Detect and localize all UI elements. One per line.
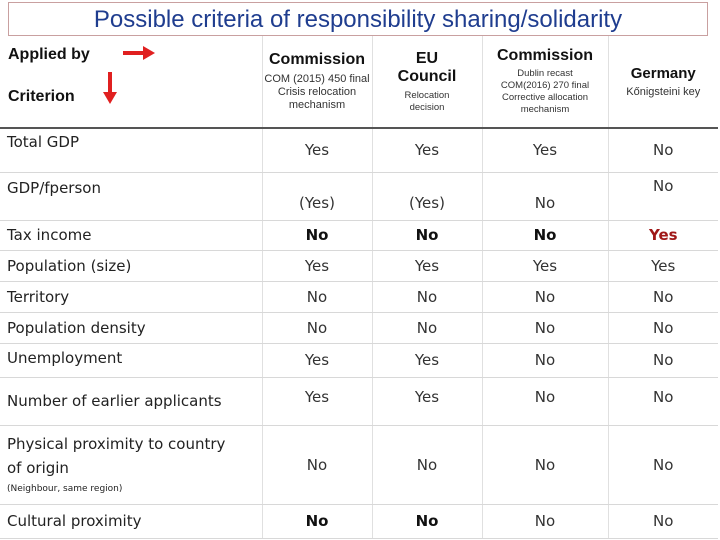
- cell-value: No: [481, 220, 608, 251]
- row-criterion-line: of origin: [7, 458, 69, 477]
- cell-value: Yes: [371, 343, 482, 378]
- cell-value: Yes: [261, 377, 372, 426]
- table-row: Number of earlier applicants Yes Yes No …: [0, 377, 718, 426]
- cell-value: Yes: [261, 343, 372, 378]
- arrow-right-icon: [122, 45, 155, 60]
- header-col-commission-2016: Commission Dublin recast COM(2016) 270 f…: [481, 36, 608, 129]
- cell-value: No: [371, 220, 482, 251]
- row-criterion: Population density: [0, 312, 262, 344]
- table-row: Total GDP Yes Yes Yes No: [0, 128, 718, 173]
- header-col-eu-council: EU Council Relocation decision: [371, 36, 482, 129]
- cell-value: No: [261, 312, 372, 344]
- cell-value: Yes: [371, 250, 482, 282]
- cell-value: Yes: [371, 377, 482, 426]
- cell-value: Yes: [261, 128, 372, 173]
- table-row: Population density No No No No: [0, 312, 718, 344]
- row-criterion: Physical proximity to country of origin …: [0, 425, 262, 505]
- table-row: Population (size) Yes Yes Yes Yes: [0, 250, 718, 282]
- cell-value: No: [481, 425, 608, 505]
- cell-value: Yes: [607, 250, 718, 282]
- table-row: Unemployment Yes Yes No No: [0, 343, 718, 378]
- table-row: Territory No No No No: [0, 281, 718, 313]
- cell-value: No: [261, 281, 372, 313]
- row-criterion: Number of earlier applicants: [0, 377, 262, 426]
- cell-value: Yes: [261, 250, 372, 282]
- cell-value: No: [607, 172, 718, 221]
- row-criterion: Tax income: [0, 220, 262, 251]
- arrow-down-icon: [102, 71, 117, 104]
- cell-value: (Yes): [371, 172, 482, 221]
- header-col-commission-2015: Commission COM (2015) 450 final Crisis r…: [261, 36, 372, 129]
- cell-value: No: [607, 377, 718, 426]
- table-row: Tax income No No No Yes: [0, 220, 718, 251]
- cell-value: No: [481, 172, 608, 221]
- cell-value: No: [481, 343, 608, 378]
- row-criterion: Population (size): [0, 250, 262, 282]
- table-row: Physical proximity to country of origin …: [0, 425, 718, 505]
- cell-value: No: [607, 343, 718, 378]
- cell-value: Yes: [481, 128, 608, 173]
- cell-value-highlight: Yes: [607, 220, 718, 251]
- cell-value: No: [371, 281, 482, 313]
- cell-value: No: [607, 425, 718, 505]
- applied-by-label: Applied by: [8, 46, 90, 63]
- cell-value: Yes: [481, 250, 608, 282]
- row-criterion-note: (Neighbour, same region): [7, 483, 123, 494]
- row-criterion: Unemployment: [0, 343, 262, 378]
- cell-value: No: [261, 425, 372, 505]
- cell-value: No: [607, 128, 718, 173]
- row-criterion: Cultural proximity: [0, 504, 262, 539]
- table-row: GDP/fperson (Yes) (Yes) No No: [0, 172, 718, 221]
- cell-value: No: [371, 312, 482, 344]
- header-row: Applied by Criterion Commission COM (201…: [0, 36, 718, 129]
- table-row: Cultural proximity No No No No: [0, 504, 718, 539]
- cell-value: Yes: [371, 128, 482, 173]
- cell-value: No: [607, 281, 718, 313]
- cell-value: (Yes): [261, 172, 372, 221]
- header-col-germany: Germany Kőnigsteini key: [607, 36, 718, 129]
- cell-value: No: [607, 504, 718, 539]
- header-corner: Applied by Criterion: [0, 36, 262, 129]
- cell-value: No: [481, 281, 608, 313]
- cell-value: No: [481, 504, 608, 539]
- criterion-label: Criterion: [8, 88, 75, 105]
- cell-value: No: [261, 504, 372, 539]
- row-criterion-line: Physical proximity to country: [7, 434, 226, 453]
- row-criterion: GDP/fperson: [0, 172, 262, 221]
- cell-value: No: [371, 504, 482, 539]
- cell-value: No: [261, 220, 372, 251]
- criteria-table: Applied by Criterion Commission COM (201…: [0, 36, 718, 539]
- row-criterion: Territory: [0, 281, 262, 313]
- row-criterion: Total GDP: [0, 128, 262, 173]
- cell-value: No: [481, 377, 608, 426]
- cell-value: No: [607, 312, 718, 344]
- slide-title: Possible criteria of responsibility shar…: [8, 2, 708, 36]
- cell-value: No: [481, 312, 608, 344]
- cell-value: No: [371, 425, 482, 505]
